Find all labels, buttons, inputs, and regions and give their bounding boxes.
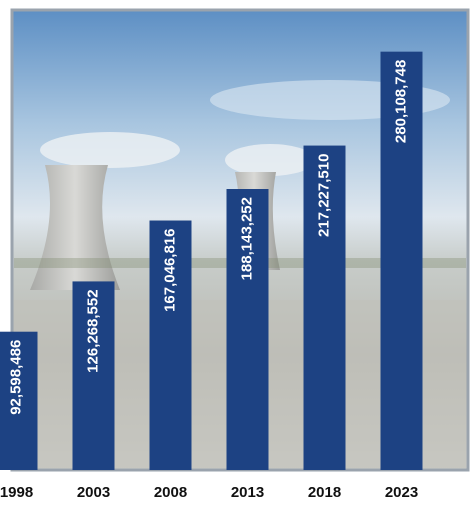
x-tick-label: 2003	[77, 484, 110, 501]
x-tick-label: 1998	[0, 484, 33, 501]
value-label: 126,268,552	[84, 289, 101, 372]
value-label: 217,227,510	[315, 154, 332, 237]
x-tick-label: 2013	[231, 484, 264, 501]
chart: 1998 92,598,486 2003 126,268,552 2008 167,046…	[0, 0, 470, 512]
value-label: 280,108,748	[392, 60, 409, 143]
x-tick-label: 2008	[154, 484, 187, 501]
value-label: 167,046,816	[161, 229, 178, 312]
value-label: 188,143,252	[238, 197, 255, 280]
x-tick-label: 2023	[385, 484, 418, 501]
value-label: 92,598,486	[7, 340, 24, 415]
x-tick-label: 2018	[308, 484, 341, 501]
